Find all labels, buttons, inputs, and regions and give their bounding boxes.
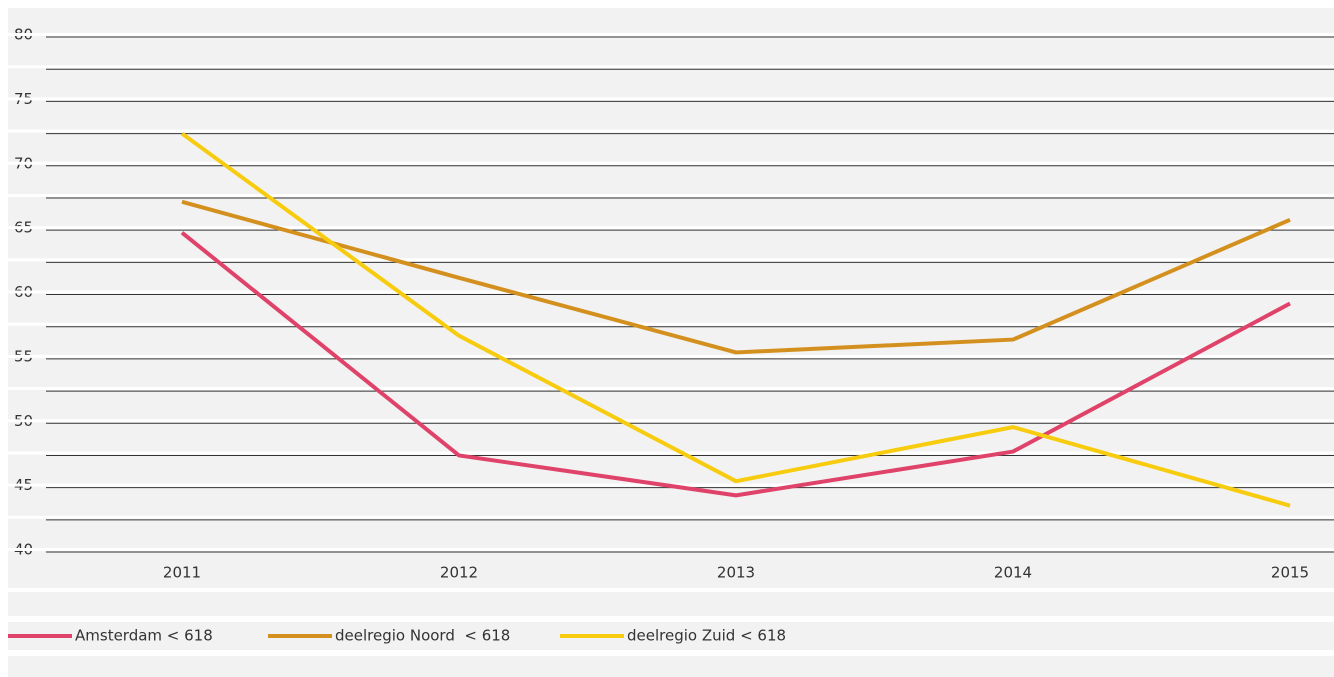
series-line (180, 231, 1291, 498)
grid-gap (8, 258, 1334, 262)
grid-gap (8, 33, 1334, 36)
grid-gap (8, 515, 1334, 519)
grid-gap (8, 161, 1334, 165)
legend-label: Amsterdam < 618 (75, 627, 213, 645)
x-tick-label: 2011 (163, 564, 201, 582)
grid-gap (8, 322, 1334, 326)
grid-gap (8, 129, 1334, 133)
grid-gap (8, 193, 1334, 197)
x-tick-label: 2012 (440, 564, 478, 582)
legend-label: deelregio Noord < 618 (335, 627, 510, 645)
legend-label: deelregio Zuid < 618 (627, 627, 786, 645)
x-tick-label: 2015 (1271, 564, 1309, 582)
grid-gap (8, 419, 1334, 423)
grid-gap (8, 290, 1334, 294)
grid-gap (8, 226, 1334, 230)
grid-gap (8, 548, 1334, 551)
plot-background (8, 8, 1334, 588)
x-tick-label: 2013 (717, 564, 755, 582)
series-line (180, 131, 1291, 508)
grid-gap (8, 451, 1334, 455)
band (8, 656, 1334, 677)
grid-gap (8, 65, 1334, 69)
grid-gap (8, 387, 1334, 391)
series-line (181, 199, 1291, 355)
band (8, 592, 1334, 616)
x-tick-label: 2014 (994, 564, 1032, 582)
legend-background (8, 622, 1334, 650)
grid-gap (8, 97, 1334, 101)
grid-gap (8, 354, 1334, 358)
